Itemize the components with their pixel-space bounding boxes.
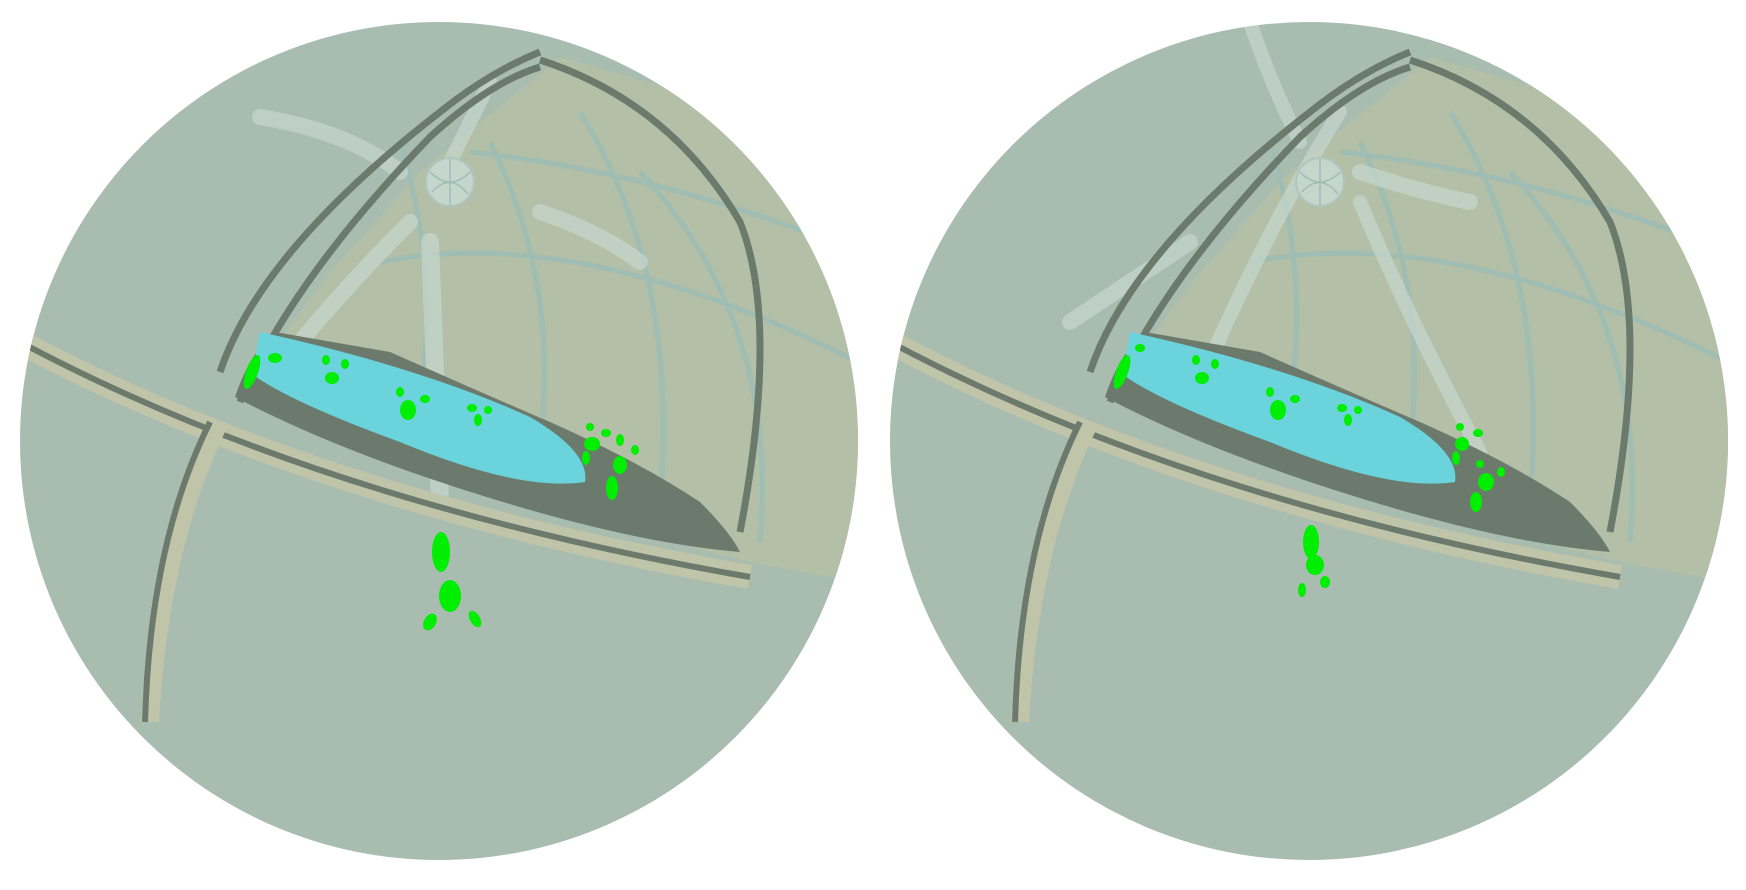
footprint-marker-icon (1270, 400, 1286, 420)
footprint-marker-icon (484, 406, 492, 414)
footprint-marker-icon (243, 354, 261, 390)
footprint-marker-icon (322, 355, 330, 365)
side-road-edge (1011, 417, 1099, 723)
footprint-marker-icon (631, 445, 639, 455)
footprint-marker-icon (1354, 406, 1362, 414)
water-pool (1122, 332, 1456, 484)
footprint-marker-icon (423, 613, 437, 631)
footprint-marker-icon (601, 429, 611, 437)
footprint-marker-icon (1337, 404, 1347, 412)
footprint-marker-icon (1470, 492, 1482, 512)
footprint-marker-icon (1290, 395, 1300, 403)
footprint-marker-icon (1497, 467, 1505, 477)
footprint-marker-icon (1135, 344, 1145, 352)
footprint-marker-icon (396, 387, 404, 397)
lens-scene-right (890, 22, 1728, 860)
footprint-marker-icon (467, 404, 477, 412)
footprint-marker-icon (432, 532, 450, 572)
globe-orb-icon (1295, 157, 1345, 207)
road-line (20, 339, 751, 580)
footprint-marker-icon (613, 456, 627, 474)
footprint-marker-icon (1473, 429, 1483, 437)
water-pool (252, 332, 586, 484)
footprint-marker-icon (1344, 414, 1352, 426)
footprint-marker-icon (1266, 387, 1274, 397)
footprint-marker-icon (1303, 525, 1319, 559)
footprint-marker-icon (420, 395, 430, 403)
footprint-marker-icon (606, 476, 618, 500)
footprint-marker-icon (268, 353, 282, 363)
footprint-marker-icon (1452, 451, 1460, 465)
globe-orb-icon (425, 157, 475, 207)
footprint-marker-icon (1478, 473, 1494, 491)
footprint-marker-icon (400, 400, 416, 420)
footprint-marker-icon (1476, 460, 1484, 468)
outer-wall (1086, 48, 1412, 374)
footprint-marker-icon (582, 451, 590, 465)
footprint-marker-icon (439, 580, 461, 612)
footprint-marker-icon (1211, 359, 1219, 369)
ridge-line (538, 56, 764, 533)
side-road-line (142, 420, 213, 723)
footprint-marker-icon (325, 372, 339, 384)
side-road-line (1012, 420, 1083, 723)
footprint-marker-icon (341, 359, 349, 369)
footprint-marker-icon (586, 423, 594, 431)
footprint-marker-icon (468, 610, 482, 628)
ridge-line (1408, 56, 1634, 533)
footprint-marker-icon (1113, 354, 1131, 390)
footprint-marker-icon (616, 434, 624, 446)
outer-wall (216, 48, 542, 374)
footprint-marker-icon (584, 437, 600, 451)
lens-scene-left (20, 22, 858, 860)
marker-cluster (243, 353, 639, 631)
footprint-marker-icon (1195, 372, 1209, 384)
footprint-marker-icon (1455, 437, 1469, 451)
footprint-marker-icon (474, 414, 482, 426)
road-line (890, 339, 1621, 580)
marker-cluster (1113, 344, 1505, 597)
lens-view-right (890, 22, 1728, 860)
footprint-marker-icon (1456, 423, 1464, 431)
footprint-marker-icon (1298, 583, 1306, 597)
lens-view-left (20, 22, 858, 860)
footprint-marker-icon (1192, 355, 1200, 365)
footprint-marker-icon (1320, 576, 1330, 588)
side-road-edge (141, 417, 229, 723)
footprint-marker-icon (1306, 555, 1324, 575)
